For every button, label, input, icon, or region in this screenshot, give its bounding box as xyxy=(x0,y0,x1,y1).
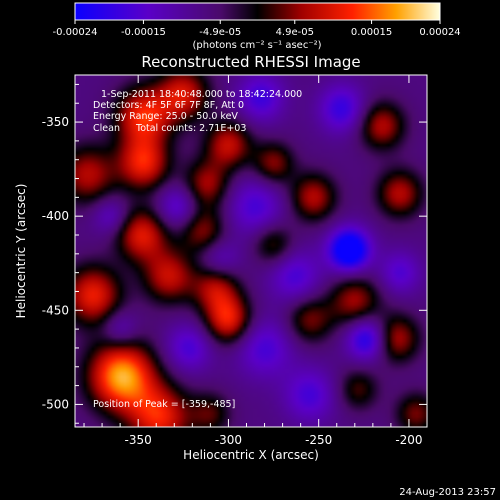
annotation-total-counts: Total counts: 2.71E+03 xyxy=(135,123,246,134)
footer-date: 24-Aug-2013 23:57 xyxy=(399,487,496,498)
annotation-energy-range: Energy Range: 25.0 - 50.0 keV xyxy=(93,111,238,122)
colorbar-tick-label: 4.9e-05 xyxy=(276,27,314,38)
annotation-time-range: 1-Sep-2011 18:40:48.000 to 18:42:24.000 xyxy=(101,89,302,100)
colorbar-ticks: -0.00024 -0.00015 -4.9e-05 4.9e-05 0.00015 0.… xyxy=(53,20,461,38)
axes: -350 -300 -250 -200 -350 -400 -450 -500 xyxy=(42,75,428,447)
x-tick-label: -250 xyxy=(305,433,332,447)
y-axis-label: Heliocentric Y (arcsec) xyxy=(14,184,28,319)
annotation-peak-position: Position of Peak = [-359,-485] xyxy=(93,399,235,410)
colorbar-tick-label: 0.00024 xyxy=(419,27,460,38)
y-tick-label: -350 xyxy=(42,115,69,129)
colorbar-tick-label: 0.00015 xyxy=(351,27,392,38)
x-axis-label: Heliocentric X (arcsec) xyxy=(183,448,319,462)
y-tick-label: -400 xyxy=(42,209,69,223)
x-tick-label: -350 xyxy=(125,433,152,447)
colorbar-tick-label: -0.00015 xyxy=(121,27,166,38)
colorbar-gradient xyxy=(74,2,441,21)
colorbar: -0.00024 -0.00015 -4.9e-05 4.9e-05 0.00015 0.… xyxy=(53,2,461,51)
x-tick-label: -200 xyxy=(395,433,422,447)
heatmap-raster xyxy=(75,75,427,427)
annotation-detectors: Detectors: 4F 5F 6F 7F 8F, Att 0 xyxy=(93,100,244,111)
y-tick-label: -450 xyxy=(42,303,69,317)
chart-title: Reconstructed RHESSI Image xyxy=(141,53,360,71)
heatmap-image xyxy=(75,75,427,427)
colorbar-units-label: (photons cm⁻² s⁻¹ asec⁻²) xyxy=(192,40,321,51)
y-tick-label: -500 xyxy=(42,397,69,411)
x-tick-label: -300 xyxy=(215,433,242,447)
plot-frame xyxy=(74,74,428,428)
colorbar-tick-label: -4.9e-05 xyxy=(199,27,241,38)
colorbar-tick-label: -0.00024 xyxy=(53,27,98,38)
annotation-block: 1-Sep-2011 18:40:48.000 to 18:42:24.000 … xyxy=(93,89,302,410)
annotation-clean: Clean xyxy=(93,123,120,134)
